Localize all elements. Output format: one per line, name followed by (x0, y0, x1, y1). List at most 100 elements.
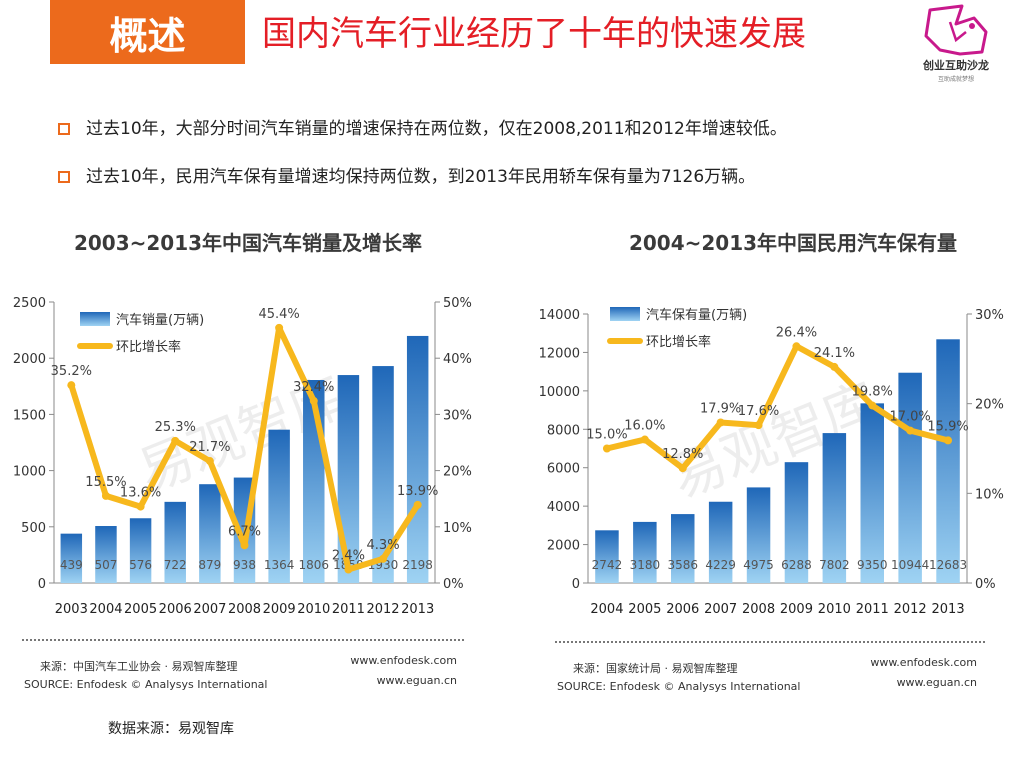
bar (784, 462, 809, 583)
bar-value-label: 938 (233, 558, 256, 572)
left-tick-label: 2500 (13, 296, 46, 311)
x-tick-label: 2008 (228, 602, 261, 617)
growth-rate-point (240, 541, 249, 550)
growth-rate-label: 35.2% (51, 364, 92, 379)
x-tick-label: 2008 (742, 602, 775, 617)
growth-rate-label: 24.1% (814, 346, 855, 361)
bar (372, 366, 394, 583)
left-tick-label: 6000 (547, 462, 580, 477)
bar-value-label: 9350 (857, 558, 888, 572)
x-tick-label: 2005 (124, 602, 157, 617)
growth-rate-point (792, 342, 801, 351)
right-tick-label: 20% (443, 465, 472, 480)
x-tick-label: 2010 (297, 602, 330, 617)
left-tick-label: 1000 (13, 465, 46, 480)
bar (936, 339, 960, 583)
right-tick-label: 50% (443, 296, 472, 311)
bar (406, 335, 429, 583)
bar (708, 501, 733, 583)
growth-rate-label: 21.7% (189, 440, 230, 455)
bullet-text: 过去10年，民用汽车保有量增速均保持两位数，到2013年民用轿车保有量为7126… (86, 167, 756, 187)
right-tick-label: 30% (443, 408, 472, 423)
source-en-text: SOURCE: Enfodesk © Analysys Internationa… (24, 678, 267, 691)
growth-rate-point (67, 381, 76, 390)
bar (129, 518, 152, 583)
left-tick-label: 12000 (539, 346, 580, 361)
bar-value-label: 439 (60, 558, 83, 572)
growth-rate-point (413, 500, 422, 509)
right-tick-label: 10% (975, 487, 1004, 502)
growth-rate-label: 25.3% (155, 420, 196, 435)
source-cn-text: 来源：国家统计局 · 易观智库整理 (573, 661, 738, 675)
bar-value-label: 2198 (402, 558, 433, 572)
growth-rate-label: 15.9% (927, 419, 968, 434)
growth-rate-point (830, 362, 839, 371)
left-tick-label: 0 (572, 577, 580, 592)
bar-value-label: 1364 (264, 558, 295, 572)
growth-rate-point (754, 421, 763, 430)
bullet-item: 过去10年，大部分时间汽车销量的增速保持在两位数，仅在2008,2011和201… (58, 114, 787, 144)
bar-value-label: 4975 (743, 558, 774, 572)
left-tick-label: 500 (21, 521, 46, 536)
growth-rate-point (275, 323, 284, 332)
bar (60, 533, 83, 583)
bar-value-label: 10944 (891, 558, 929, 572)
growth-rate-label: 19.8% (852, 384, 893, 399)
source-site1: www.enfodesk.com (870, 656, 977, 669)
right-tick-label: 30% (975, 308, 1004, 323)
growth-rate-label: 32.4% (293, 380, 334, 395)
source-cn-text: 来源：中国汽车工业协会 · 易观智库整理 (40, 659, 238, 673)
ownership-chart: 2004~2013年中国民用汽车保有量 易观智库 0 2000 4000 6000 8000… (505, 222, 1017, 702)
bar-value-label: 507 (95, 558, 118, 572)
bar-value-label: 7802 (819, 558, 850, 572)
bar-value-label: 3180 (630, 558, 661, 572)
legend-bar-label: 汽车保有量(万辆) (646, 307, 747, 323)
right-tick-label: 20% (975, 398, 1004, 413)
x-tick-label: 2006 (159, 602, 192, 617)
bar (822, 433, 847, 583)
growth-rate-point (602, 444, 611, 453)
source-site2: www.eguan.cn (377, 674, 457, 687)
growth-rate-line (603, 343, 952, 472)
growth-rate-point (309, 396, 318, 405)
growth-rate-point (906, 426, 915, 435)
bar-value-label: 6288 (781, 558, 812, 572)
growth-rate-label: 17.9% (700, 401, 741, 416)
right-tick-label: 0% (975, 577, 996, 592)
bar-value-label: 12683 (929, 558, 967, 572)
left-tick-label: 10000 (539, 385, 580, 400)
x-tick-label: 2012 (894, 602, 927, 617)
growth-rate-point (344, 565, 353, 574)
chart-title: 2004~2013年中国民用汽车保有量 (629, 231, 957, 255)
right-tick-label: 10% (443, 521, 472, 536)
growth-rate-point (678, 464, 687, 473)
bullet-item: 过去10年，民用汽车保有量增速均保持两位数，到2013年民用轿车保有量为7126… (58, 162, 787, 192)
bar (898, 372, 922, 583)
chart-title: 2003~2013年中国汽车销量及增长率 (74, 231, 422, 255)
source-en-text: SOURCE: Enfodesk © Analysys Internationa… (557, 680, 800, 693)
bar (671, 514, 695, 583)
growth-rate-point (716, 418, 725, 427)
bar (199, 484, 221, 583)
source-site1: www.enfodesk.com (350, 654, 457, 667)
growth-rate-label: 15.5% (85, 475, 126, 490)
bar-value-label: 4229 (705, 558, 736, 572)
logo-text: 创业互助沙龙 (922, 58, 989, 72)
x-tick-label: 2011 (856, 602, 889, 617)
legend-bar-swatch (80, 312, 110, 326)
legend-line-label: 环比增长率 (116, 339, 181, 355)
growth-rate-point (136, 502, 145, 511)
source-site2: www.eguan.cn (897, 676, 977, 689)
left-tick-label: 2000 (547, 539, 580, 554)
growth-rate-label: 13.9% (397, 484, 438, 499)
bar (633, 521, 657, 583)
x-tick-label: 2007 (704, 602, 737, 617)
bar-value-label: 576 (129, 558, 152, 572)
legend-bar-swatch (610, 307, 640, 321)
bar (268, 429, 290, 583)
x-tick-label: 2013 (401, 602, 434, 617)
bar (164, 501, 186, 583)
bar-value-label: 3586 (667, 558, 698, 572)
growth-rate-label: 17.6% (738, 404, 779, 419)
logo-icon: 创业互助沙龙 互助成就梦想 (922, 4, 989, 83)
